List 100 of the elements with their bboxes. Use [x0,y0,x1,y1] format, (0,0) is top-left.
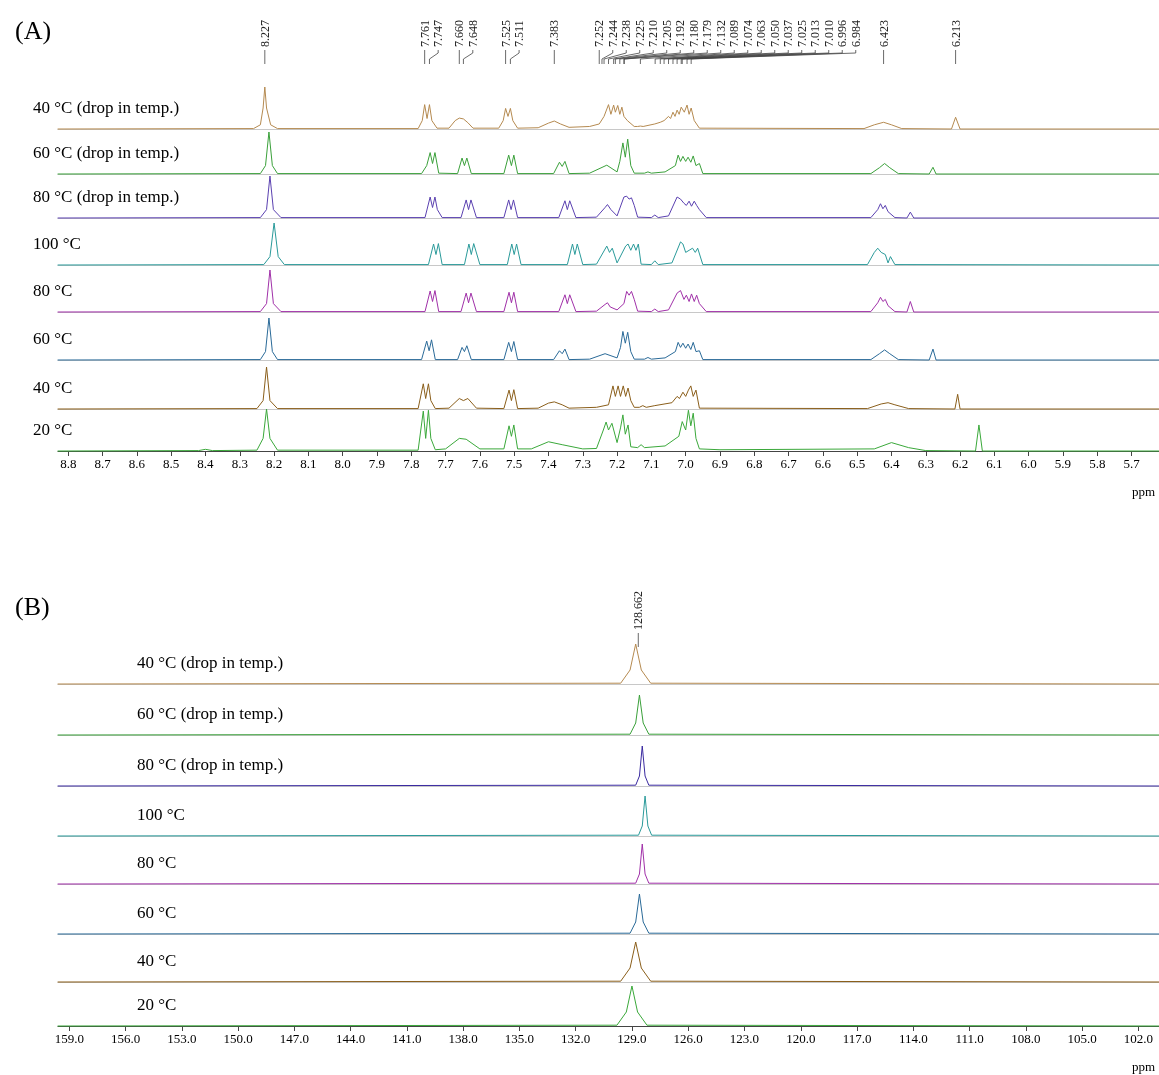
annotation: 7.089 [727,20,742,47]
annotation: 7.648 [465,20,480,47]
x-tick-label: 132.0 [561,1031,591,1046]
x-tick-label: 5.7 [1123,456,1141,471]
annotation: 8.227 [257,20,272,47]
annotation: 7.747 [431,20,446,47]
annotation: 7.074 [740,20,755,47]
x-tick-label: 156.0 [110,1031,141,1046]
x-tick-label: 8.3 [231,456,248,471]
series-label: 60 °C [33,328,73,348]
series-label: 60 °C (drop in temp.) [137,703,284,723]
x-tick-label: 150.0 [223,1031,253,1046]
series-label: 20 °C [33,419,73,439]
x-tick-label: 153.0 [167,1031,197,1046]
annotation: 7.037 [781,20,796,47]
x-tick-label: 135.0 [504,1031,535,1046]
x-tick-label: 8.4 [197,456,215,471]
x-tick-label: 6.0 [1020,456,1037,471]
annotation: 7.013 [808,20,823,47]
x-tick-label: 7.1 [643,456,660,471]
annotation: 7.180 [686,20,701,47]
x-tick-label: 108.0 [1011,1031,1041,1046]
x-tick-label: 6.7 [780,456,798,471]
series-label: 80 °C [33,280,73,300]
x-tick-label: 129.0 [617,1031,647,1046]
series-label: 80 °C [137,852,177,872]
annotation: 7.244 [605,20,620,47]
annotation: 128.662 [631,591,646,630]
series-label: 20 °C [137,994,177,1014]
annotation: 7.132 [713,20,728,47]
series-label: 40 °C (drop in temp.) [137,652,284,672]
x-tick-label: 159.0 [54,1031,84,1046]
annotation: 7.383 [547,20,562,47]
series-label: 40 °C [137,950,177,970]
x-tick-label: 6.1 [986,456,1003,471]
x-tick-label: 7.3 [574,456,591,471]
x-tick-label: 7.9 [368,456,386,471]
x-tick-label: 117.0 [842,1031,872,1046]
x-tick-label: 7.0 [677,456,694,471]
annotation: 7.063 [754,20,769,47]
series-label: 60 °C [137,902,177,922]
x-axis-title: ppm [1131,1058,1155,1074]
annotation: 7.192 [673,20,688,47]
x-tick-label: 7.7 [437,456,455,471]
annotation: 7.179 [700,20,715,47]
x-tick-label: 120.0 [786,1031,816,1046]
annotation: 7.660 [452,20,467,47]
x-tick-label: 6.3 [917,456,934,471]
annotation: 6.984 [848,20,863,47]
x-tick-label: 5.9 [1054,456,1072,471]
x-tick-label: 7.5 [506,456,523,471]
annotation: 7.525 [498,20,513,47]
x-tick-label: 111.0 [955,1031,984,1046]
series-label: 100 °C [33,233,81,253]
x-tick-label: 141.0 [392,1031,422,1046]
annotation: 7.511 [512,20,527,47]
annotation: 7.225 [632,20,647,47]
annotation: 7.210 [646,20,661,47]
x-tick-label: 144.0 [335,1031,366,1046]
annotation: 7.761 [417,20,432,47]
series-label: 100 °C [137,804,185,824]
series-label: 80 °C (drop in temp.) [33,186,180,206]
x-tick-label: 6.4 [883,456,901,471]
x-tick-label: 7.2 [608,456,626,471]
x-tick-label: 6.2 [951,456,969,471]
x-tick-label: 8.7 [94,456,112,471]
x-tick-label: 8.6 [128,456,146,471]
x-tick-label: 8.0 [334,456,351,471]
x-tick-label: 114.0 [898,1031,928,1046]
annotation: 6.423 [876,20,891,47]
annotation: 6.213 [948,20,963,47]
series-label: 60 °C (drop in temp.) [33,142,180,162]
x-axis-title: ppm [1131,483,1155,499]
x-tick-label: 102.0 [1123,1031,1153,1046]
annotation: 7.025 [794,20,809,47]
x-tick-label: 6.9 [711,456,729,471]
annotation: 7.238 [619,20,634,47]
series-label: 40 °C (drop in temp.) [33,97,180,117]
x-tick-label: 138.0 [448,1031,478,1046]
x-tick-label: 5.8 [1089,456,1106,471]
x-tick-label: 6.8 [746,456,763,471]
x-tick-label: 147.0 [279,1031,309,1046]
annotation: 7.205 [659,20,674,47]
series-label: 80 °C (drop in temp.) [137,754,284,774]
x-tick-label: 105.0 [1067,1031,1097,1046]
annotation: 7.050 [767,20,782,47]
x-tick-label: 7.6 [471,456,489,471]
chart-title: (B) [15,591,50,621]
x-tick-label: 8.1 [300,456,317,471]
annotation: 7.252 [592,20,607,47]
chart-title: (A) [15,15,52,45]
annotation: 7.010 [821,20,836,47]
x-tick-label: 6.6 [814,456,832,471]
x-tick-label: 123.0 [729,1031,760,1046]
x-tick-label: 7.4 [540,456,558,471]
x-tick-label: 8.8 [60,456,77,471]
x-tick-label: 126.0 [673,1031,703,1046]
annotation: 6.996 [835,20,850,47]
x-tick-label: 7.8 [403,456,420,471]
x-tick-label: 8.5 [163,456,180,471]
